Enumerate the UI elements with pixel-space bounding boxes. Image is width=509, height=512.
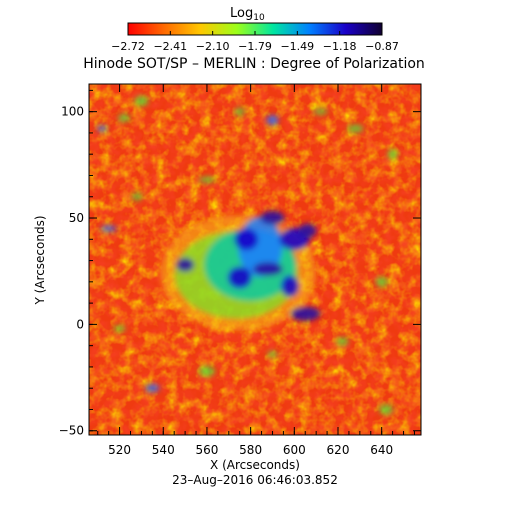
timestamp: 23–Aug–2016 06:46:03.852: [172, 473, 338, 487]
polarization-patch: [227, 266, 252, 289]
filament-patch: [100, 225, 117, 232]
filament-patch: [379, 404, 394, 415]
chart-title: Hinode SOT/SP – MERLIN : Degree of Polar…: [83, 56, 425, 72]
plot-frame: [88, 83, 422, 436]
colorbar-tick-label: −2.41: [153, 40, 187, 53]
colorbar-tick-label: −0.87: [365, 40, 399, 53]
y-axis-label: Y (Arcseconds): [33, 215, 47, 305]
polarization-patch: [260, 211, 285, 226]
colorbar-tick-label: −1.49: [280, 40, 314, 53]
polarization-patch: [280, 275, 299, 298]
polarization-patch: [298, 223, 317, 238]
active-region: [97, 96, 398, 415]
filament-patch: [132, 192, 143, 201]
colorbar-label-subscript: 10: [253, 13, 265, 23]
colorbar-tick-label: −2.72: [111, 40, 145, 53]
y-tick-label: 0: [76, 317, 84, 331]
x-tick-label: 580: [239, 443, 262, 457]
x-tick-label: 540: [152, 443, 175, 457]
colorbar-ticks: −2.72 −2.41 −2.10 −1.79 −1.49 −1.18 −0.87: [111, 31, 399, 53]
filament-patch: [113, 325, 126, 332]
heatmap-image: [89, 84, 421, 435]
filament-patch: [336, 337, 349, 346]
y-tick-label: −50: [59, 424, 84, 438]
x-tick-label: 520: [108, 443, 131, 457]
polarization-patch: [290, 306, 321, 321]
y-tick-label: 50: [69, 211, 84, 225]
filament-patch: [145, 384, 160, 393]
filament-patch: [134, 96, 149, 107]
filament-patch: [387, 149, 398, 160]
x-axis-label: X (Arcseconds): [210, 458, 300, 472]
y-axis: −50 0 50 100: [59, 89, 421, 438]
x-tick-label: 560: [195, 443, 218, 457]
filament-patch: [117, 114, 130, 123]
filament-patch: [375, 276, 388, 287]
filament-patch: [97, 125, 108, 132]
filament-patch: [347, 124, 364, 133]
filament-patch: [267, 351, 278, 358]
colorbar-tick-label: −1.79: [238, 40, 272, 53]
colorbar-tick-label: −1.18: [323, 40, 357, 53]
x-axis: 520 540 560 580 600 620 640: [97, 84, 415, 457]
filament-patch: [198, 176, 215, 183]
y-tick-label: 100: [61, 105, 84, 119]
filament-patch: [234, 107, 245, 116]
colorbar-label: Log10: [230, 6, 265, 23]
filament-patch: [266, 115, 279, 126]
x-tick-label: 620: [327, 443, 350, 457]
colorbar-tick-label: −2.10: [196, 40, 230, 53]
filament-patch: [198, 366, 215, 377]
polarization-patch: [234, 228, 259, 251]
polarization-patch: [253, 262, 284, 277]
x-tick-label: 600: [283, 443, 306, 457]
x-tick-label: 640: [370, 443, 393, 457]
polarization-patch: [176, 257, 195, 272]
filament-patch: [313, 108, 328, 115]
